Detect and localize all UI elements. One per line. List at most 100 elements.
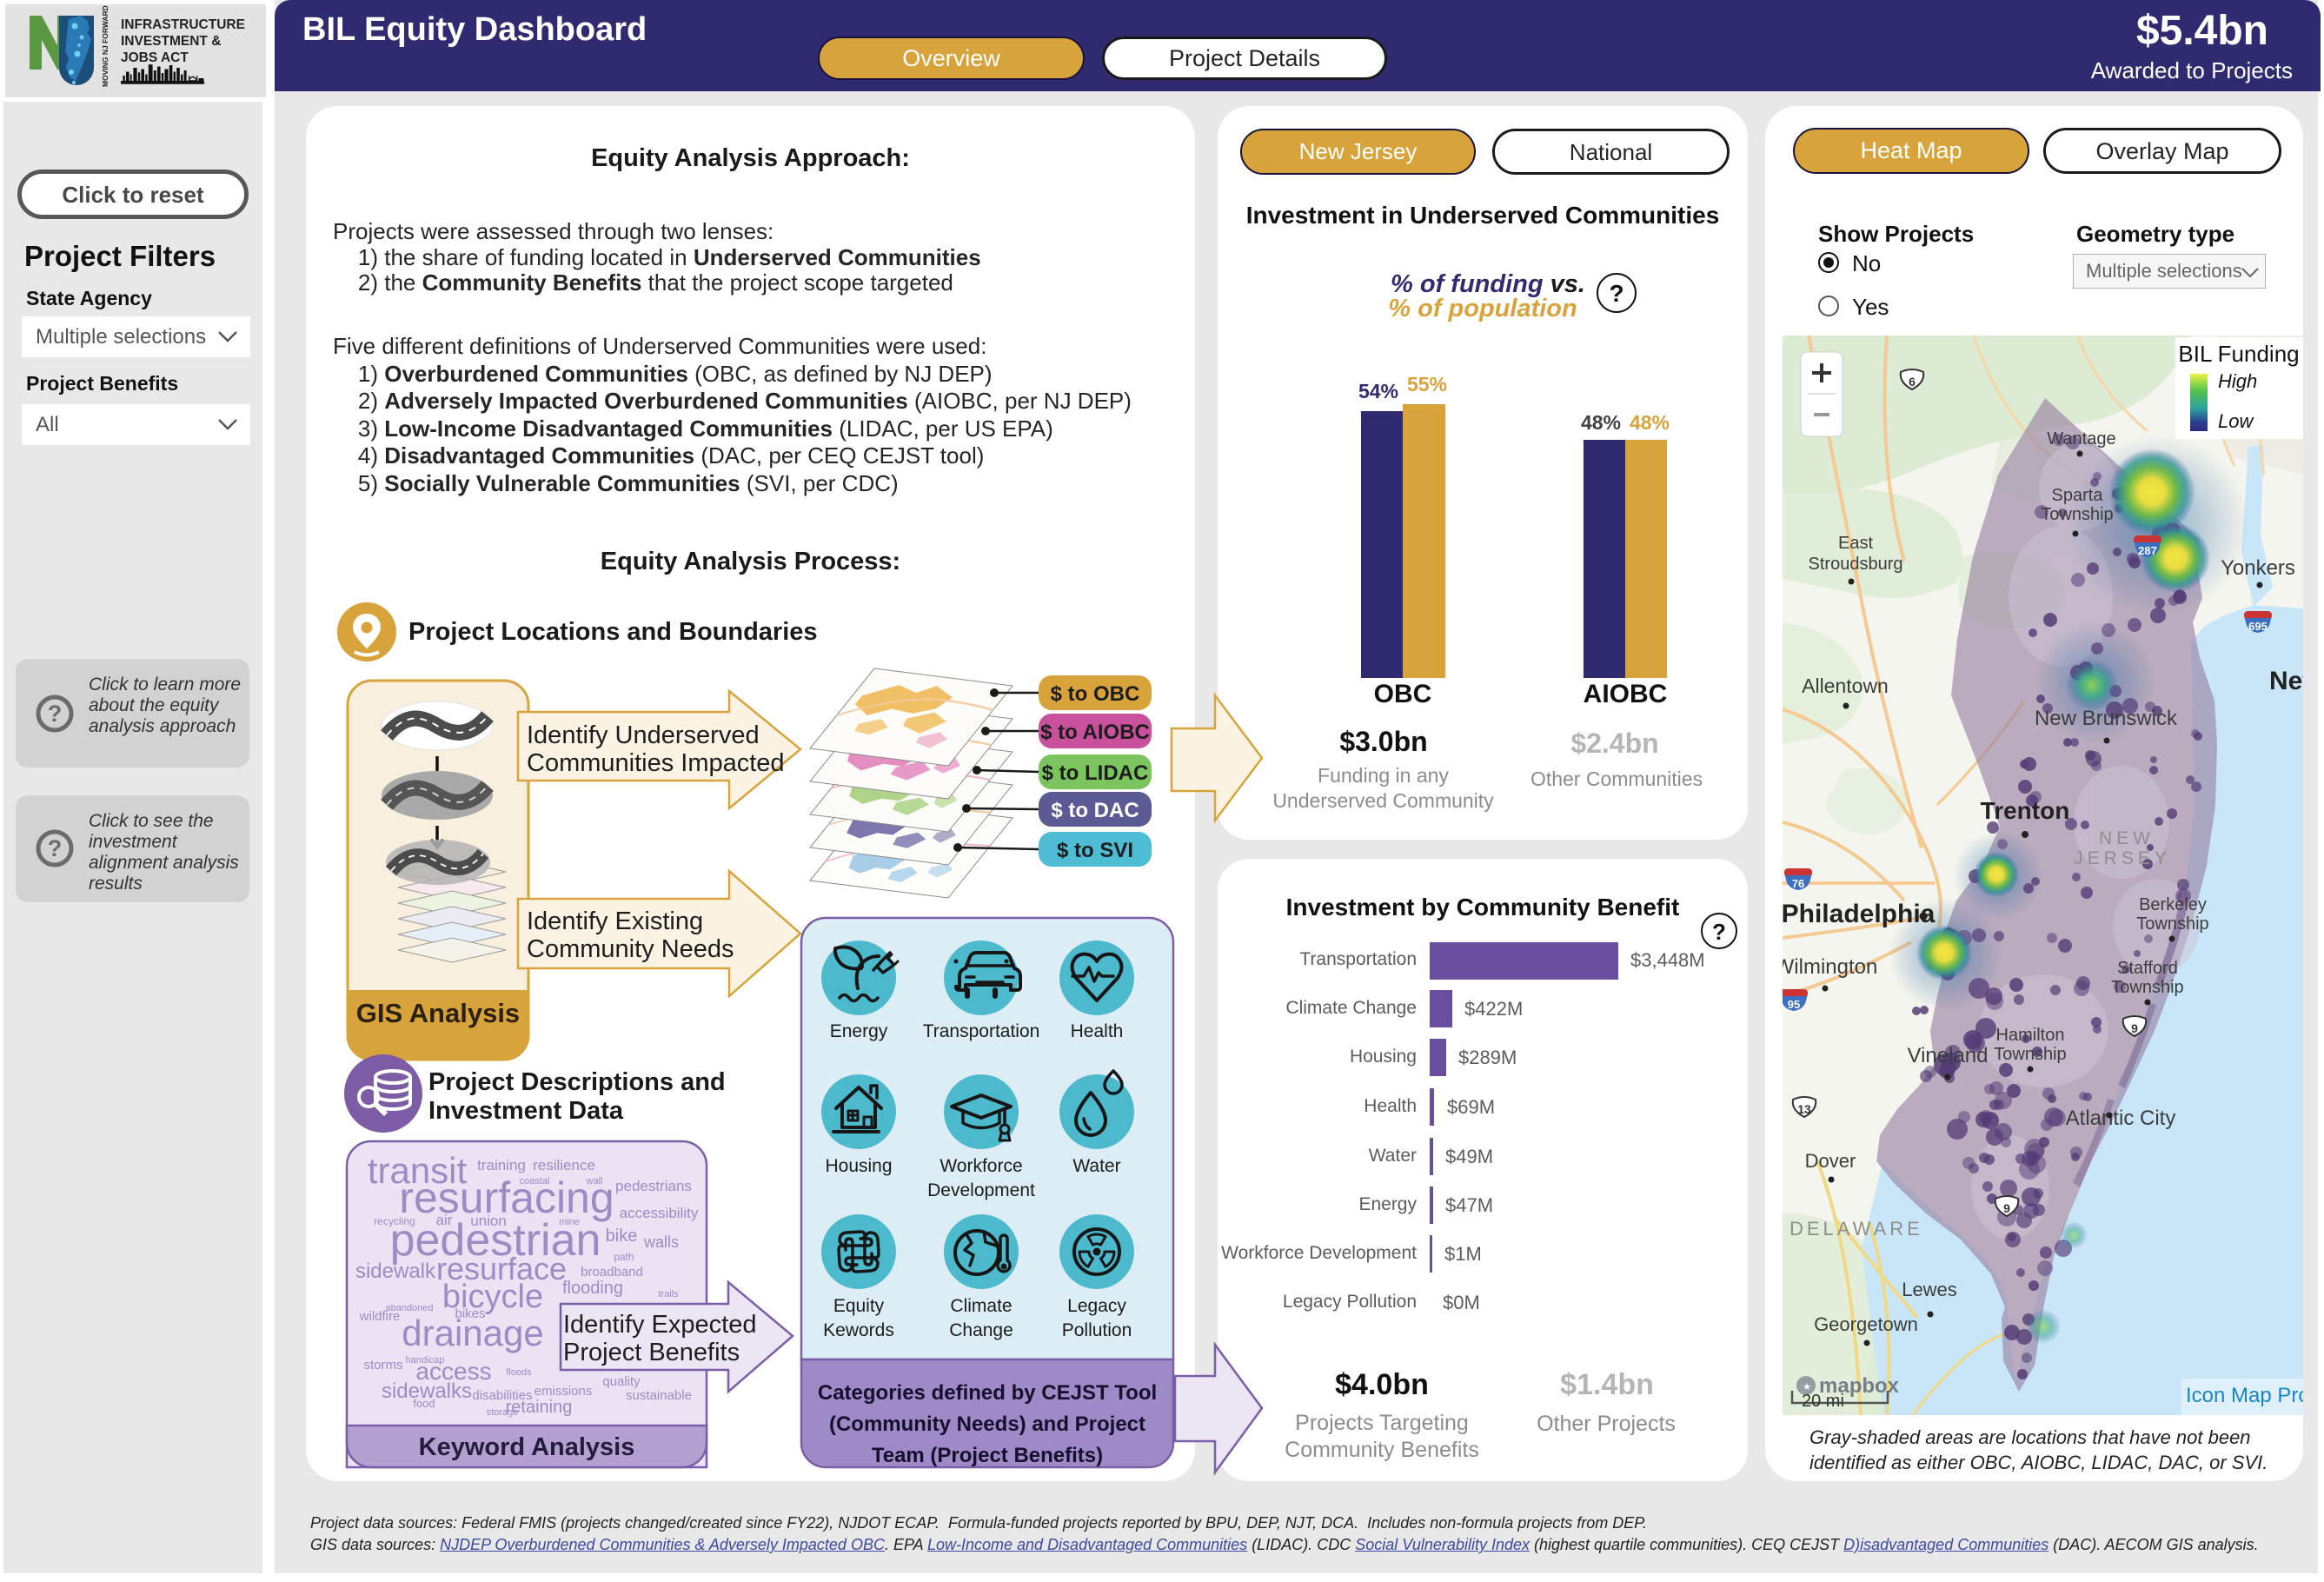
svg-text:retaining: retaining [506, 1398, 573, 1417]
svg-text:Development: Development [927, 1180, 1035, 1200]
svg-text:food: food [413, 1397, 435, 1410]
svg-text:storms: storms [364, 1358, 403, 1373]
svg-text:training: training [477, 1157, 526, 1173]
svg-text:Workforce: Workforce [940, 1156, 1022, 1176]
svg-text:$ to SVI: $ to SVI [1057, 839, 1133, 862]
svg-text:BIL Funding: BIL Funding [2178, 341, 2299, 367]
svg-text:storage: storage [487, 1407, 519, 1418]
svg-text:flooding: flooding [562, 1279, 623, 1298]
svg-text:Lewes: Lewes [1902, 1279, 1957, 1300]
svg-text:East: East [1838, 534, 1873, 553]
svg-text:Project Benefits: Project Benefits [563, 1339, 740, 1366]
svg-text:695: 695 [2248, 620, 2268, 633]
svg-text:Wilmington: Wilmington [1783, 955, 1877, 979]
svg-text:pedestrians: pedestrians [615, 1178, 692, 1194]
svg-text:mapbox: mapbox [1819, 1374, 1900, 1398]
svg-text:bike: bike [606, 1226, 638, 1246]
svg-text:20 mi: 20 mi [1802, 1392, 1844, 1411]
svg-text:sidewalks: sidewalks [382, 1379, 472, 1403]
svg-text:drainage: drainage [402, 1313, 543, 1353]
svg-text:DELAWARE: DELAWARE [1789, 1218, 1923, 1240]
svg-text:287: 287 [2138, 544, 2157, 557]
svg-text:disabilities: disabilities [472, 1388, 532, 1403]
svg-text:resurfacing: resurfacing [399, 1173, 614, 1222]
svg-text:Health: Health [1071, 1021, 1124, 1041]
svg-text:Hamilton: Hamilton [1996, 1026, 2065, 1045]
svg-text:$ to AIOBC: $ to AIOBC [1040, 721, 1150, 744]
svg-text:$ to LIDAC: $ to LIDAC [1042, 761, 1149, 785]
svg-text:Keyword Analysis: Keyword Analysis [419, 1433, 635, 1461]
svg-text:Team (Project Benefits): Team (Project Benefits) [872, 1444, 1103, 1467]
svg-text:NEW: NEW [2099, 828, 2155, 848]
svg-text:resilience: resilience [533, 1157, 595, 1173]
svg-text:Identify Existing: Identify Existing [527, 907, 703, 935]
svg-text:GIS Analysis: GIS Analysis [356, 998, 520, 1028]
svg-text:(Community Needs) and Project: (Community Needs) and Project [829, 1412, 1145, 1436]
svg-text:Categories defined by CEJST To: Categories defined by CEJST Tool [818, 1381, 1157, 1405]
svg-text:handicap: handicap [406, 1355, 445, 1366]
svg-text:INVESTMENT &: INVESTMENT & [121, 34, 221, 49]
svg-text:Equity: Equity [833, 1296, 885, 1316]
svg-text:Township: Township [1994, 1045, 2066, 1064]
svg-text:bikes: bikes [455, 1306, 485, 1321]
svg-text:access: access [415, 1358, 491, 1385]
svg-text:Energy: Energy [830, 1021, 888, 1041]
svg-text:sustainable: sustainable [626, 1388, 692, 1403]
svg-text:Yonkers: Yonkers [2221, 556, 2295, 580]
svg-text:walls: walls [643, 1233, 679, 1251]
svg-text:High: High [2218, 370, 2257, 392]
svg-text:sidewalk: sidewalk [355, 1260, 436, 1283]
svg-text:Vineland: Vineland [1908, 1044, 1989, 1067]
svg-text:$ to DAC: $ to DAC [1051, 799, 1139, 822]
svg-text:Georgetown: Georgetown [1814, 1313, 1918, 1335]
svg-text:Climate: Climate [950, 1296, 1012, 1316]
svg-text:abandoned: abandoned [385, 1303, 433, 1313]
svg-text:Transportation: Transportation [923, 1021, 1040, 1041]
svg-text:trails: trails [658, 1289, 679, 1300]
svg-text:Philadelphia: Philadelphia [1783, 900, 1936, 928]
svg-text:76: 76 [1792, 877, 1804, 890]
svg-text:Allentown: Allentown [1802, 675, 1889, 697]
svg-text:path: path [614, 1251, 634, 1263]
svg-text:coastal: coastal [520, 1176, 550, 1186]
svg-text:9: 9 [2131, 1021, 2138, 1035]
svg-text:Water: Water [1072, 1156, 1120, 1176]
svg-text:transit: transit [368, 1150, 468, 1191]
svg-text:mine: mine [559, 1217, 580, 1227]
svg-text:Stroudsburg: Stroudsburg [1809, 555, 1903, 574]
svg-text:Housing: Housing [825, 1156, 892, 1176]
svg-text:Icon Map Pro: Icon Map Pro [2186, 1384, 2303, 1407]
svg-text:Township: Township [2111, 978, 2183, 997]
svg-text:13: 13 [1797, 1102, 1811, 1116]
svg-text:quality: quality [602, 1374, 641, 1389]
svg-text:$ to OBC: $ to OBC [1051, 682, 1140, 706]
svg-text:New Yo: New Yo [2269, 667, 2303, 695]
svg-text:Change: Change [949, 1320, 1013, 1340]
svg-text:Township: Township [2041, 505, 2113, 524]
svg-text:JERSEY: JERSEY [2074, 848, 2171, 868]
svg-text:?: ? [48, 701, 63, 727]
svg-text:floods: floods [506, 1367, 532, 1378]
svg-text:Berkeley: Berkeley [2139, 895, 2207, 914]
svg-text:Sparta: Sparta [2052, 486, 2104, 505]
svg-text:JOBS ACT: JOBS ACT [121, 50, 189, 65]
svg-text:Pollution: Pollution [1062, 1320, 1132, 1340]
svg-text:Low: Low [2218, 410, 2254, 432]
svg-text:★: ★ [1803, 1382, 1811, 1393]
svg-text:?: ? [48, 835, 63, 861]
svg-text:wildfire: wildfire [359, 1309, 401, 1324]
svg-text:Township: Township [2136, 914, 2208, 934]
svg-text:Identify Expected: Identify Expected [563, 1311, 756, 1339]
svg-text:95: 95 [1788, 998, 1800, 1011]
svg-text:accessibility: accessibility [620, 1205, 699, 1221]
svg-text:9: 9 [2003, 1201, 2010, 1215]
svg-text:Atlantic City: Atlantic City [2066, 1107, 2176, 1130]
svg-text:Trenton: Trenton [1981, 797, 2070, 824]
svg-text:Project Descriptions and: Project Descriptions and [428, 1068, 726, 1096]
svg-text:bicycle: bicycle [442, 1279, 543, 1315]
svg-text:emissions: emissions [535, 1384, 593, 1399]
svg-text:wall: wall [586, 1176, 603, 1186]
svg-text:air: air [436, 1212, 453, 1228]
svg-text:broadband: broadband [581, 1265, 643, 1280]
svg-text:INFRASTRUCTURE: INFRASTRUCTURE [121, 17, 245, 32]
